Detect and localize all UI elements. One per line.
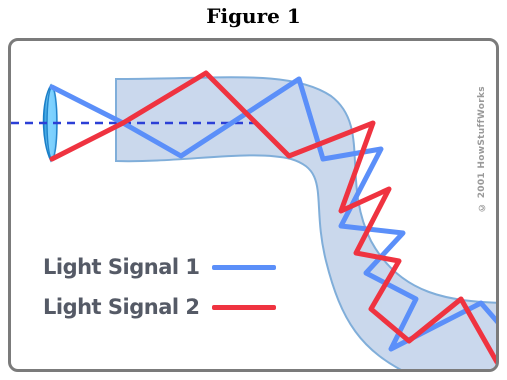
fiber-optic-diagram [11, 70, 496, 369]
diagram-frame: © 2001 HowStuffWorks Light Signal 1 Ligh… [8, 38, 499, 372]
legend-swatch-red [211, 304, 276, 310]
fiber-cable [115, 76, 496, 369]
light-signal-1-path [49, 76, 496, 352]
legend-label: Light Signal 1 [43, 255, 200, 279]
legend-item-signal-1: Light Signal 1 [43, 255, 276, 279]
figure-title: Figure 1 [206, 4, 301, 28]
legend-label: Light Signal 2 [43, 295, 200, 319]
legend-item-signal-2: Light Signal 2 [43, 295, 276, 319]
legend-swatch-blue [211, 264, 276, 270]
copyright-text: © 2001 HowStuffWorks [477, 86, 487, 212]
light-signal-2-path [49, 70, 496, 366]
